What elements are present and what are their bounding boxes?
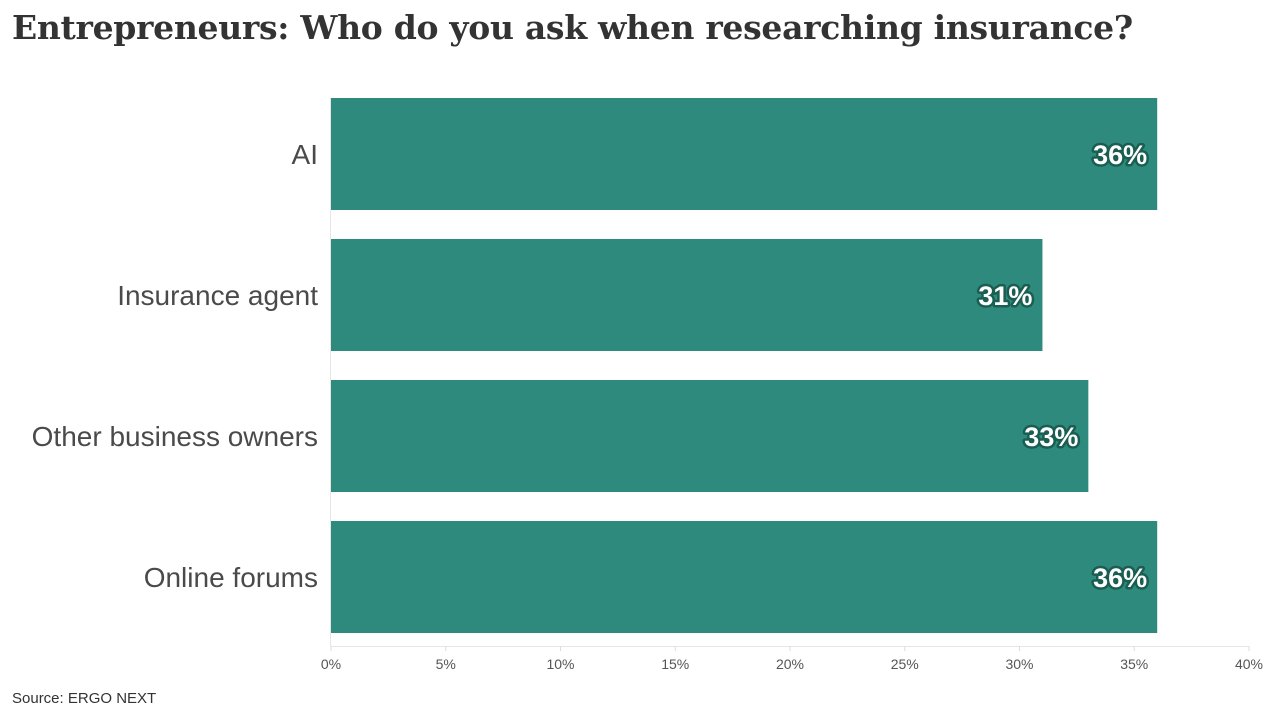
x-tick-label: 0% — [321, 656, 341, 672]
bar-2 — [331, 239, 1043, 351]
category-labels: AI Insurance agent Other business owners On… — [32, 139, 319, 593]
bar-3 — [331, 380, 1089, 492]
source-note: Source: ERGO NEXT — [12, 690, 157, 707]
bar-1 — [331, 98, 1158, 210]
data-label: 31% — [978, 281, 1032, 311]
x-tick-label: 10% — [546, 656, 574, 672]
x-tick-label: 35% — [1120, 656, 1148, 672]
category-label: AI — [292, 139, 318, 170]
data-label: 36% — [1093, 563, 1147, 593]
x-tick-label: 20% — [776, 656, 804, 672]
value-labels: 36% 31% 33% 36% — [976, 138, 1150, 596]
bar-4 — [331, 521, 1158, 633]
x-tick-label: 25% — [891, 656, 919, 672]
x-tick-label: 15% — [661, 656, 689, 672]
x-tick-label: 30% — [1005, 656, 1033, 672]
category-label: Online forums — [144, 562, 318, 593]
data-label: 33% — [1024, 422, 1078, 452]
x-axis: 0% 5% 10% 15% 20% 25% 30% 35% 40% — [321, 98, 1263, 672]
category-label: Insurance agent — [117, 280, 318, 311]
chart-title: Entrepreneurs: Who do you ask when resea… — [12, 8, 1133, 47]
data-label: 36% — [1093, 140, 1147, 170]
bars-layer — [331, 98, 1158, 633]
category-label: Other business owners — [32, 421, 318, 452]
x-tick-label: 5% — [436, 656, 456, 672]
x-tick-label: 40% — [1235, 656, 1263, 672]
